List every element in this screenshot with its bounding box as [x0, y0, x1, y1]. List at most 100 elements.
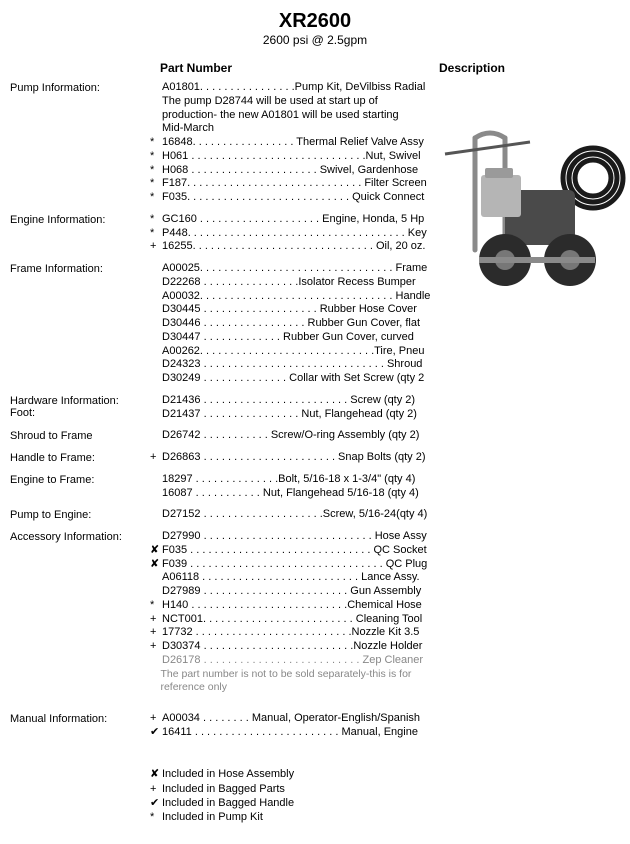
- part-line: +17732 . . . . . . . . . . . . . . . . .…: [150, 626, 440, 640]
- part-line: +16255. . . . . . . . . . . . . . . . . …: [150, 240, 440, 254]
- part-text: D26178 . . . . . . . . . . . . . . . . .…: [162, 654, 423, 668]
- page: XR2600 2600 psi @ 2.5gpm Part Number Des…: [0, 0, 630, 844]
- section: Accessory Information: D27990 . . . . . .…: [10, 530, 620, 694]
- part-text: D30249 . . . . . . . . . . . . . . Colla…: [162, 372, 424, 386]
- part-line: 18297 . . . . . . . . . . . . . .Bolt, 5…: [150, 473, 440, 487]
- part-text: H140 . . . . . . . . . . . . . . . . . .…: [162, 599, 422, 613]
- line-mark: ✘: [150, 544, 162, 558]
- line-mark: *: [150, 213, 162, 227]
- section-body: *GC160 . . . . . . . . . . . . . . . . .…: [150, 213, 440, 254]
- legend-text: Included in Pump Kit: [162, 810, 263, 824]
- product-image: [435, 120, 630, 300]
- section-label: Shroud to Frame: [10, 429, 150, 442]
- section-body: 18297 . . . . . . . . . . . . . .Bolt, 5…: [150, 473, 440, 501]
- part-text: D30374 . . . . . . . . . . . . . . . . .…: [162, 640, 422, 654]
- header-description: Description: [310, 61, 505, 75]
- part-line: D24323 . . . . . . . . . . . . . . . . .…: [150, 358, 440, 372]
- part-text: D27989 . . . . . . . . . . . . . . . . .…: [162, 585, 421, 599]
- part-text: production- the new A01801 will be used …: [162, 109, 399, 123]
- part-line: D27152 . . . . . . . . . . . . . . . . .…: [150, 508, 440, 522]
- part-text: D22268 . . . . . . . . . . . . . . . .Is…: [162, 276, 416, 290]
- part-text: F039 . . . . . . . . . . . . . . . . . .…: [162, 558, 427, 572]
- part-note: The part number is not to be sold separa…: [160, 668, 440, 694]
- part-text: A00034 . . . . . . . . Manual, Operator-…: [162, 712, 420, 726]
- line-mark: +: [150, 613, 162, 627]
- part-text: 16411 . . . . . . . . . . . . . . . . . …: [162, 726, 418, 740]
- legend-mark: *: [150, 810, 162, 824]
- part-text: 16087 . . . . . . . . . . . Nut, Flangeh…: [162, 487, 419, 501]
- section-label: Engine Information:: [10, 213, 150, 226]
- part-text: D30445 . . . . . . . . . . . . . . . . .…: [162, 303, 417, 317]
- part-text: H068 . . . . . . . . . . . . . . . . . .…: [162, 164, 418, 178]
- section-label: Accessory Information:: [10, 530, 150, 543]
- part-text: D21437 . . . . . . . . . . . . . . . . N…: [162, 408, 417, 422]
- page-subtitle: 2600 psi @ 2.5gpm: [10, 33, 620, 47]
- page-title: XR2600: [10, 10, 620, 33]
- line-mark: *: [150, 227, 162, 241]
- legend-mark: +: [150, 782, 162, 796]
- section-label: Handle to Frame:: [10, 451, 150, 464]
- part-line: *GC160 . . . . . . . . . . . . . . . . .…: [150, 213, 440, 227]
- legend-text: Included in Bagged Parts: [162, 782, 285, 796]
- part-text: Mid-March: [162, 122, 214, 136]
- line-mark: *: [150, 599, 162, 613]
- pressure-washer-icon: [435, 120, 630, 300]
- part-line: D21436 . . . . . . . . . . . . . . . . .…: [150, 394, 440, 408]
- part-line: A00032. . . . . . . . . . . . . . . . . …: [150, 290, 440, 304]
- part-line: D27989 . . . . . . . . . . . . . . . . .…: [150, 585, 440, 599]
- part-line: Mid-March: [150, 122, 440, 136]
- line-mark: *: [150, 164, 162, 178]
- part-text: A00025. . . . . . . . . . . . . . . . . …: [162, 262, 427, 276]
- section-label: Pump to Engine:: [10, 508, 150, 521]
- line-mark: +: [150, 451, 162, 465]
- line-mark: *: [150, 191, 162, 205]
- part-line: D30445 . . . . . . . . . . . . . . . . .…: [150, 303, 440, 317]
- legend-line: * Included in Pump Kit: [150, 810, 620, 824]
- section: Manual Information:+A00034 . . . . . . .…: [10, 712, 620, 740]
- legend-line: ✘ Included in Hose Assembly: [150, 767, 620, 781]
- section-body: +D26863 . . . . . . . . . . . . . . . . …: [150, 451, 440, 465]
- part-text: D30447 . . . . . . . . . . . . . Rubber …: [162, 331, 414, 345]
- part-line: *H140 . . . . . . . . . . . . . . . . . …: [150, 599, 440, 613]
- part-text: F035. . . . . . . . . . . . . . . . . . …: [162, 191, 424, 205]
- part-line: *F187. . . . . . . . . . . . . . . . . .…: [150, 177, 440, 191]
- line-mark: +: [150, 712, 162, 726]
- part-text: H061 . . . . . . . . . . . . . . . . . .…: [162, 150, 421, 164]
- part-text: D27990 . . . . . . . . . . . . . . . . .…: [162, 530, 427, 544]
- part-line: D30446 . . . . . . . . . . . . . . . . .…: [150, 317, 440, 331]
- part-text: 16848. . . . . . . . . . . . . . . . . T…: [162, 136, 424, 150]
- part-text: D24323 . . . . . . . . . . . . . . . . .…: [162, 358, 422, 372]
- part-line: +D30374 . . . . . . . . . . . . . . . . …: [150, 640, 440, 654]
- section: Shroud to FrameD26742 . . . . . . . . . …: [10, 429, 620, 443]
- part-text: D27152 . . . . . . . . . . . . . . . . .…: [162, 508, 427, 522]
- part-line: A00025. . . . . . . . . . . . . . . . . …: [150, 262, 440, 276]
- section-body: D21436 . . . . . . . . . . . . . . . . .…: [150, 394, 440, 422]
- section: Engine to Frame:18297 . . . . . . . . . …: [10, 473, 620, 501]
- part-line: +A00034 . . . . . . . . Manual, Operator…: [150, 712, 440, 726]
- part-text: A00032. . . . . . . . . . . . . . . . . …: [162, 290, 430, 304]
- section: Hardware Information:Foot:D21436 . . . .…: [10, 394, 620, 422]
- part-text: GC160 . . . . . . . . . . . . . . . . . …: [162, 213, 424, 227]
- part-text: F187. . . . . . . . . . . . . . . . . . …: [162, 177, 427, 191]
- part-text: The pump D28744 will be used at start up…: [162, 95, 378, 109]
- part-line: The part number is not to be sold separa…: [150, 668, 440, 694]
- part-line: *H061 . . . . . . . . . . . . . . . . . …: [150, 150, 440, 164]
- part-line: *16848. . . . . . . . . . . . . . . . . …: [150, 136, 440, 150]
- part-text: A01801. . . . . . . . . . . . . . . .Pum…: [162, 81, 425, 95]
- part-line: D27990 . . . . . . . . . . . . . . . . .…: [150, 530, 440, 544]
- line-mark: +: [150, 240, 162, 254]
- line-mark: *: [150, 150, 162, 164]
- line-mark: +: [150, 626, 162, 640]
- part-line: D21437 . . . . . . . . . . . . . . . . N…: [150, 408, 440, 422]
- part-line: A00262. . . . . . . . . . . . . . . . . …: [150, 345, 440, 359]
- part-line: D26742 . . . . . . . . . . . Screw/O-rin…: [150, 429, 440, 443]
- part-line: D22268 . . . . . . . . . . . . . . . .Is…: [150, 276, 440, 290]
- part-line: A01801. . . . . . . . . . . . . . . .Pum…: [150, 81, 440, 95]
- legend: ✘ Included in Hose Assembly+ Included in…: [150, 767, 620, 824]
- part-text: 17732 . . . . . . . . . . . . . . . . . …: [162, 626, 419, 640]
- part-text: 18297 . . . . . . . . . . . . . .Bolt, 5…: [162, 473, 415, 487]
- part-text: 16255. . . . . . . . . . . . . . . . . .…: [162, 240, 425, 254]
- legend-text: Included in Hose Assembly: [162, 767, 294, 781]
- section-body: D27990 . . . . . . . . . . . . . . . . .…: [150, 530, 440, 694]
- part-text: A00262. . . . . . . . . . . . . . . . . …: [162, 345, 424, 359]
